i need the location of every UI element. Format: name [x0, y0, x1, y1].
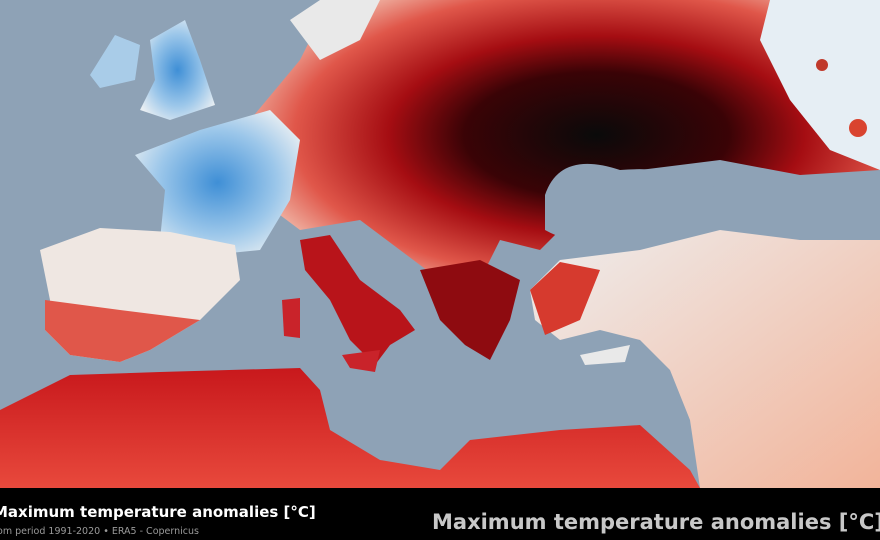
land-europe	[250, 0, 880, 300]
caption-banner: Maximum temperature anomalies [°C]	[432, 510, 880, 534]
land-denmark	[290, 0, 380, 60]
caption-subtitle: Difference from period 1991-2020 • ERA5 …	[0, 526, 199, 537]
caption-bar	[0, 488, 880, 540]
land-anatolia-west	[530, 262, 600, 335]
land-sicily	[342, 350, 380, 372]
caption-title: Maximum temperature anomalies [°C]	[0, 503, 316, 521]
land-britain	[140, 20, 215, 120]
land-italy	[300, 235, 415, 365]
land-sardinia	[282, 298, 300, 338]
land-greece	[420, 260, 520, 360]
land-ireland	[90, 35, 140, 88]
land-north-africa	[0, 368, 700, 488]
hotspot	[816, 59, 828, 71]
hotspot	[849, 119, 867, 137]
land-anatolia	[530, 230, 880, 488]
land-cyprus	[580, 345, 630, 365]
black-sea	[545, 163, 720, 244]
land-iberia-south	[45, 300, 200, 362]
land-france	[135, 110, 300, 255]
